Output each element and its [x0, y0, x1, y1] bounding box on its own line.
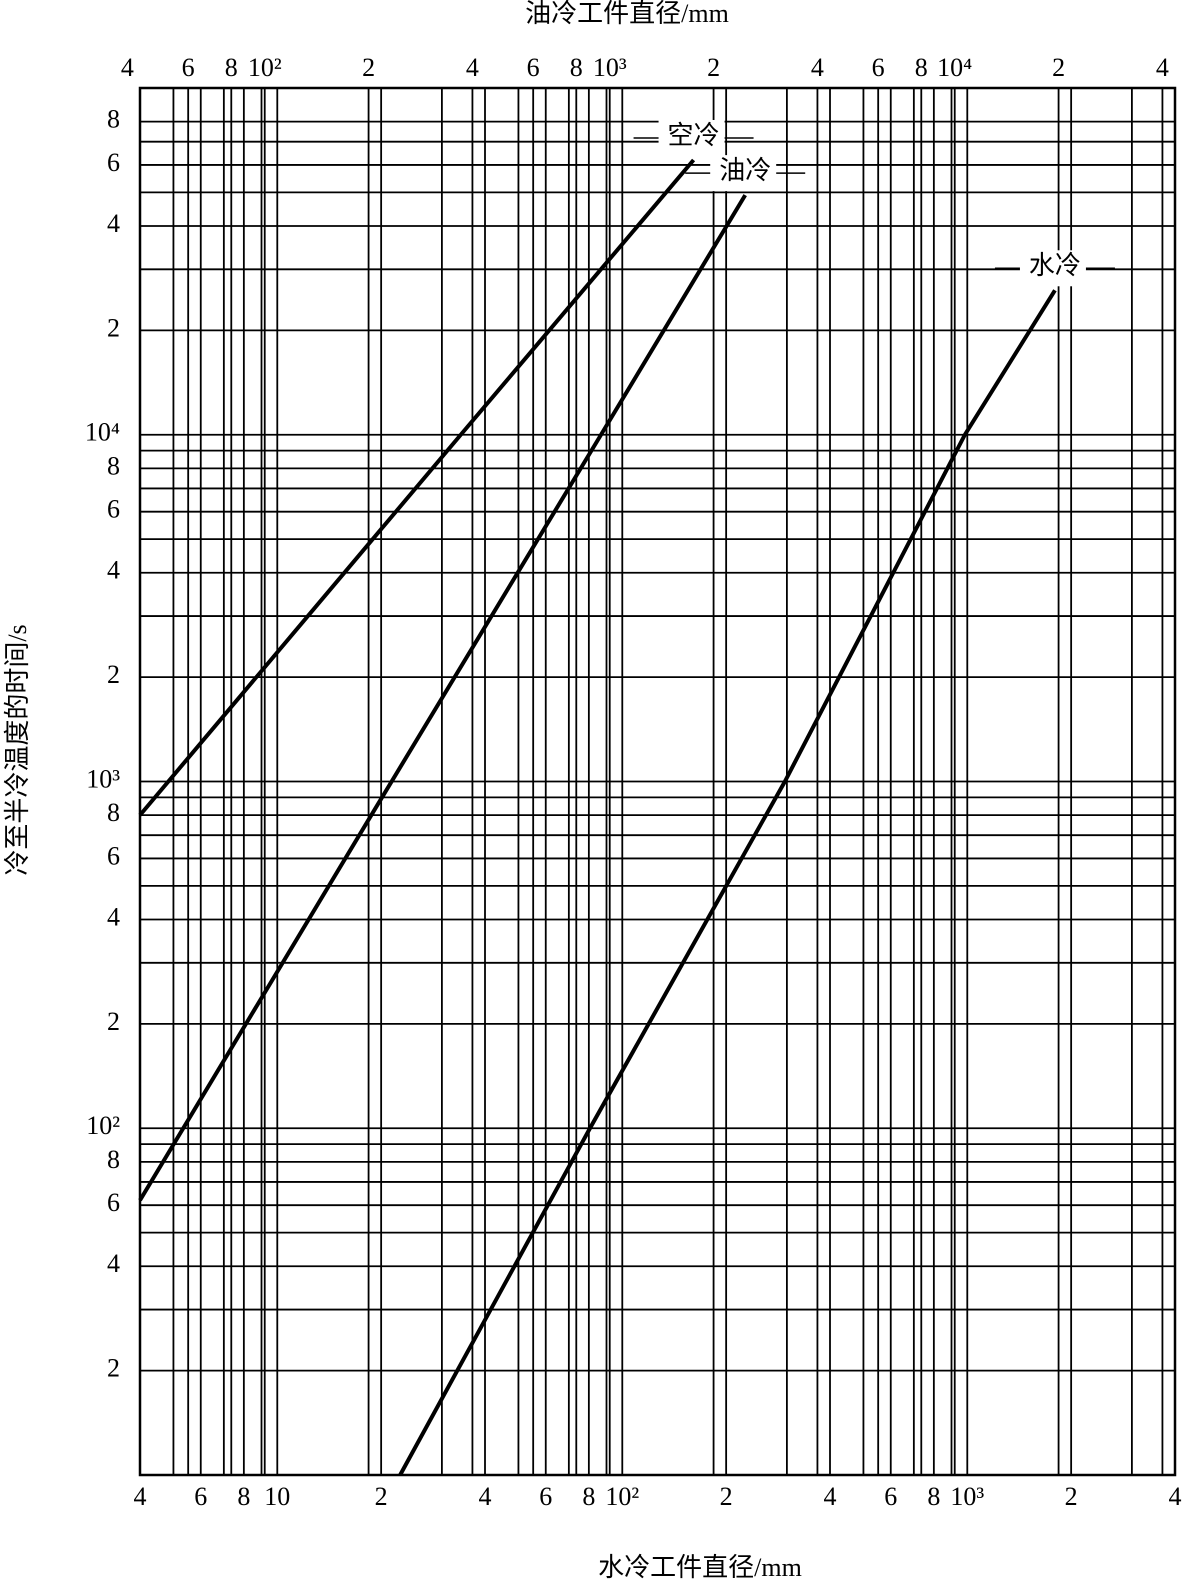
- x2-tick-label: 2: [707, 53, 720, 82]
- x2-tick-label: 6: [527, 53, 540, 82]
- x-tick-label: 2: [375, 1482, 388, 1511]
- x-tick-label: 6: [884, 1482, 897, 1511]
- x-tick-label: 4: [479, 1482, 492, 1511]
- x-tick-label: 6: [539, 1482, 552, 1511]
- x2-tick-label: 2: [362, 53, 375, 82]
- x-tick-label: 4: [134, 1482, 147, 1511]
- x-tick-label: 10²: [605, 1482, 639, 1511]
- y-tick-label: 8: [107, 105, 120, 134]
- x2-tick-label: 8: [225, 53, 238, 82]
- y-tick-label: 6: [107, 148, 120, 177]
- x-tick-label: 10: [264, 1482, 290, 1511]
- x2-tick-label: 6: [182, 53, 195, 82]
- x-tick-label: 2: [720, 1482, 733, 1511]
- y-axis-title: 冷至半冷温度的时间/s: [3, 624, 32, 875]
- y-tick-label: 2: [107, 1007, 120, 1036]
- y-tick-label: 8: [107, 798, 120, 827]
- x-axis-title: 水冷工件直径/mm: [598, 1553, 802, 1582]
- series-label: 空冷: [668, 121, 720, 150]
- label-bg: [1019, 250, 1086, 287]
- x-tick-label: 8: [237, 1482, 250, 1511]
- y-tick-label: 2: [107, 313, 120, 342]
- x-tick-label: 8: [927, 1482, 940, 1511]
- label-bg: [710, 155, 777, 192]
- y-tick-label: 8: [107, 1145, 120, 1174]
- y-tick-label: 4: [107, 209, 120, 238]
- x-tick-label: 2: [1065, 1482, 1078, 1511]
- y-tick-label: 10²: [86, 1111, 120, 1140]
- curve: [138, 194, 747, 1202]
- x2-tick-label: 6: [872, 53, 885, 82]
- y-tick-label: 4: [107, 902, 120, 931]
- y-tick-label: 6: [107, 841, 120, 870]
- y-tick-label: 6: [107, 495, 120, 524]
- label-bg: [658, 119, 725, 156]
- y-tick-label: 2: [107, 1354, 120, 1383]
- y-tick-label: 4: [107, 556, 120, 585]
- x-tick-label: 6: [194, 1482, 207, 1511]
- curve: [398, 289, 1057, 1476]
- y-tick-label: 4: [107, 1249, 120, 1278]
- x2-tick-label: 4: [121, 53, 134, 82]
- x-tick-label: 10³: [950, 1482, 984, 1511]
- x2-tick-label: 4: [466, 53, 479, 82]
- x2-tick-label: 8: [915, 53, 928, 82]
- x2-tick-label: 4: [811, 53, 824, 82]
- top-axis-title: 油冷工件直径/mm: [525, 0, 729, 28]
- series-label: 水冷: [1029, 251, 1081, 280]
- x-tick-label: 8: [582, 1482, 595, 1511]
- y-tick-label: 2: [107, 660, 120, 689]
- x2-tick-label: 4: [1156, 53, 1169, 82]
- x2-tick-label: 2: [1052, 53, 1065, 82]
- x2-tick-label: 10³: [593, 53, 627, 82]
- x2-tick-label: 10²: [248, 53, 282, 82]
- x-tick-label: 4: [1169, 1482, 1182, 1511]
- y-tick-label: 10³: [86, 764, 120, 793]
- x-tick-label: 4: [824, 1482, 837, 1511]
- y-tick-label: 10⁴: [85, 418, 120, 447]
- curve: [138, 158, 696, 817]
- y-tick-label: 6: [107, 1188, 120, 1217]
- x2-tick-label: 10⁴: [937, 53, 972, 82]
- series-label: 油冷: [719, 156, 771, 185]
- y-tick-label: 8: [107, 451, 120, 480]
- x2-tick-label: 8: [570, 53, 583, 82]
